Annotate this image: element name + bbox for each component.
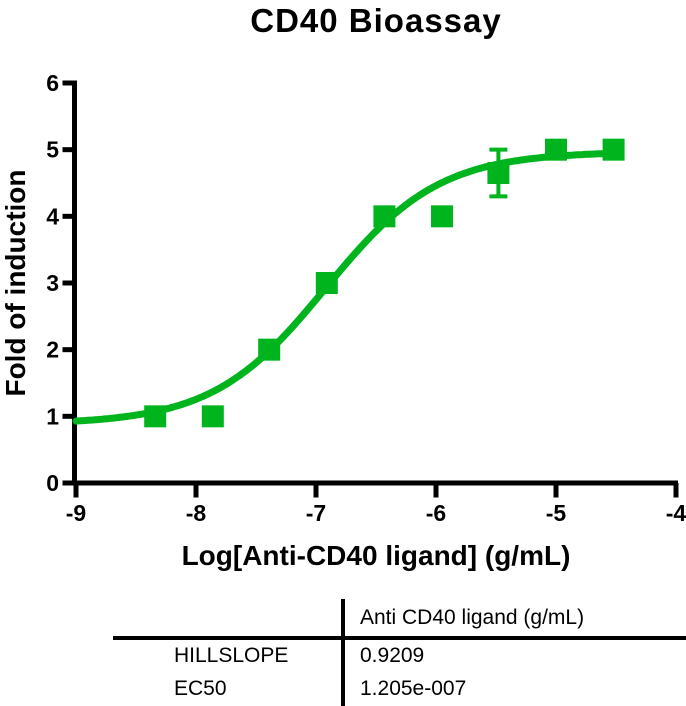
data-point — [201, 405, 224, 428]
x-tick-label: -4 — [666, 500, 686, 526]
data-point — [431, 205, 453, 228]
fit-curve — [72, 149, 620, 425]
x-tick-label: -6 — [426, 500, 446, 526]
data-point — [144, 405, 167, 428]
y-tick-label: 1 — [46, 403, 59, 429]
y-tick-label: 2 — [46, 337, 59, 363]
results-table-header-rule — [113, 636, 686, 640]
x-tick-label: -8 — [186, 500, 207, 526]
results-table-row-value-hillslope: 0.9209 — [360, 644, 425, 667]
results-table-row-label-hillslope: HILLSLOPE — [174, 644, 289, 667]
results-table-column-divider — [341, 599, 345, 706]
data-point — [602, 138, 625, 161]
data-point — [545, 138, 567, 161]
y-tick-label: 6 — [46, 70, 59, 96]
data-point — [373, 205, 396, 228]
plot-area: 0 1 2 3 4 5 6 -9 -8 -7 -6 -5 -4 — [46, 70, 686, 526]
chart-title: CD40 Bioassay — [250, 2, 502, 39]
results-table-row-label-ec50: EC50 — [174, 677, 227, 700]
y-tick-label: 4 — [46, 203, 59, 229]
y-tick-label: 3 — [46, 270, 59, 296]
results-table-row-value-ec50: 1.205e-007 — [360, 677, 467, 700]
y-tick-label: 5 — [46, 137, 59, 163]
data-point — [487, 162, 510, 184]
data-point — [315, 272, 338, 294]
data-point — [258, 338, 281, 361]
y-tick-label: 0 — [46, 470, 59, 496]
x-tick-label: -9 — [66, 500, 86, 526]
x-tick-label: -5 — [546, 500, 567, 526]
results-table-column-header: Anti CD40 ligand (g/mL) — [360, 606, 585, 629]
x-axis-title: Log[Anti-CD40 ligand] (g/mL) — [181, 540, 571, 571]
x-tick-label: -7 — [306, 500, 326, 526]
